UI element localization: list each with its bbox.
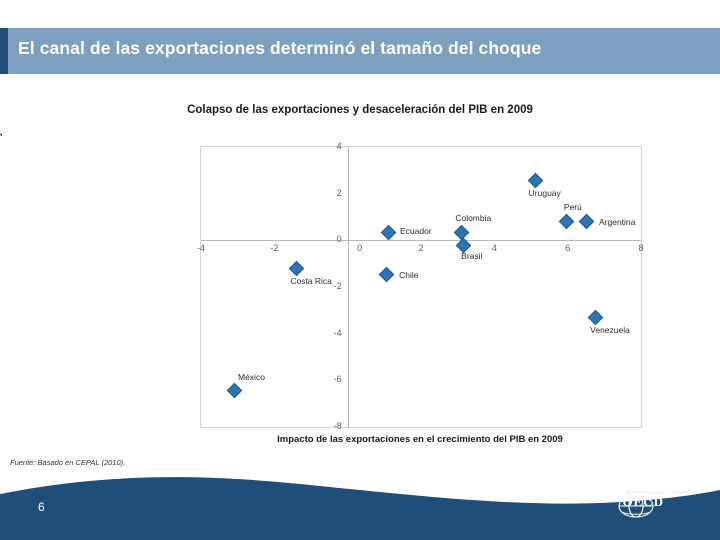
title-band: [0, 28, 720, 74]
y-axis-tick: 2: [336, 187, 342, 198]
data-point: [527, 172, 543, 188]
data-point: [226, 382, 243, 398]
data-point: [587, 310, 604, 326]
plot-area: 4 2 0 -2 -4 -6 -8 -4 -2 0 2 4 6 8 Uruguay Perú Argentina…: [197, 141, 644, 431]
x-axis-line: [201, 240, 641, 242]
data-point-label: Uruguay: [528, 187, 561, 198]
x-axis-tick: 6: [565, 243, 571, 254]
y-axis-tick: 0: [336, 234, 342, 245]
chart-title: Colapso de las exportaciones y desaceler…: [187, 104, 533, 116]
x-axis-tick: 4: [491, 243, 497, 254]
data-point-label: Ecuador: [400, 226, 432, 237]
x-axis-tick: 2: [418, 243, 424, 254]
data-point: [380, 224, 397, 241]
data-point-label: Costa Rica: [290, 276, 332, 287]
data-point-label: Chile: [399, 270, 419, 281]
x-axis-tick: 8: [638, 243, 644, 254]
data-point-label: Colombia: [455, 213, 492, 224]
scatter-chart: Porcentaje de crecimiento del PIB en 200…: [0, 0, 655, 445]
data-point: [378, 266, 395, 283]
y-axis-tick: 4: [336, 141, 342, 151]
page-title: El canal de las exportaciones determinó …: [18, 38, 542, 58]
data-point-label: Argentina: [599, 216, 636, 227]
y-axis-tick: -6: [333, 374, 342, 385]
data-point-label: Venezuela: [590, 325, 630, 336]
page-number: 6: [38, 500, 45, 514]
x-axis-label: Impacto de las exportaciones en el creci…: [277, 434, 563, 445]
data-point-label: Perú: [563, 201, 582, 212]
y-axis-line: [347, 147, 349, 427]
y-axis-tick: -8: [333, 421, 342, 431]
x-axis-tick: 0: [357, 243, 363, 254]
oecd-globe-icon: [618, 494, 654, 518]
y-axis-label: Porcentaje de crecimiento del PIB en 200…: [0, 0, 3, 178]
title-band-accent: [0, 28, 8, 74]
x-axis-tick: -4: [196, 243, 205, 254]
y-axis-tick: -4: [333, 327, 342, 338]
y-axis-tick: -2: [333, 281, 342, 291]
source-note: Fuente: Basado en CEPAL (2010).: [10, 458, 126, 467]
x-axis-tick: -2: [270, 243, 279, 254]
data-point-label: México: [238, 371, 265, 382]
data-point: [289, 261, 305, 277]
data-point: [578, 213, 595, 229]
data-point: [558, 213, 575, 229]
footer-band: [0, 468, 720, 540]
data-point-label: Brasil: [461, 251, 483, 261]
